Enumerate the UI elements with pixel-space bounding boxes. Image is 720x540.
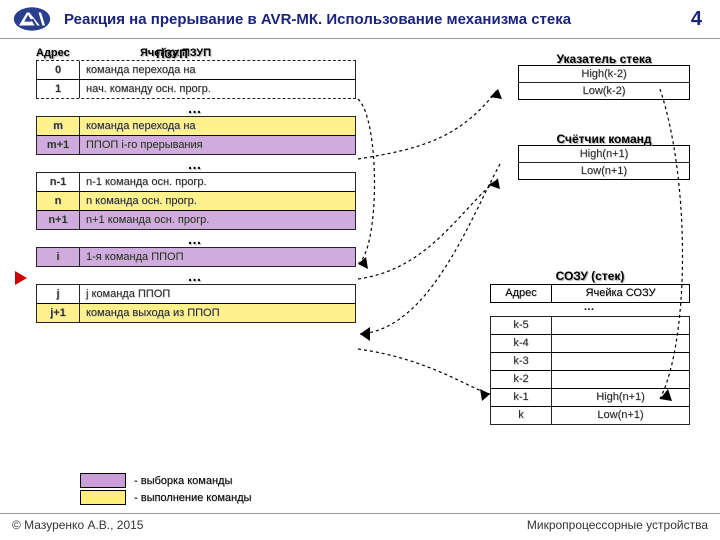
memory-cmd: ППОП i-го прерывания	[80, 136, 355, 154]
sozu-addr: k-2	[491, 371, 552, 388]
sozu-row: k-4	[490, 334, 690, 353]
sozu-addr: k-1	[491, 389, 552, 406]
memory-cmd: команда перехода на	[80, 117, 355, 135]
cc-cell: Low(n+1)	[519, 163, 689, 179]
memory-table: ПЗУП 0команда перехода на1нач. команду о…	[36, 61, 356, 323]
memory-ellipsis: …	[36, 99, 356, 117]
memory-row: 0команда перехода на	[36, 60, 356, 80]
sozu-cell	[552, 317, 689, 334]
memory-addr: n	[37, 192, 80, 210]
sozu-head-cell: Ячейка СОЗУ	[552, 285, 689, 302]
sozu-addr: k	[491, 407, 552, 424]
memory-cmd: n команда осн. прогр.	[80, 192, 355, 210]
sozu-row: k-5	[490, 316, 690, 335]
memory-cmd: j команда ППОП	[80, 285, 355, 303]
memory-addr: 0	[37, 61, 80, 79]
sozu-row: k-3	[490, 352, 690, 371]
cc-title: Счётчик команд	[519, 132, 689, 146]
sp-title: Указатель стека	[519, 52, 689, 66]
memory-row: n-1n-1 команда осн. прогр.	[36, 172, 356, 192]
logo-icon	[12, 6, 52, 32]
sozu-cell	[552, 353, 689, 370]
memory-cmd: 1-я команда ППОП	[80, 248, 355, 266]
legend: - выборка команды - выполнение команды	[80, 471, 251, 507]
memory-addr: m	[37, 117, 80, 135]
memory-cmd: n-1 команда осн. прогр.	[80, 173, 355, 191]
sozu-row: k-1High(n+1)	[490, 388, 690, 407]
legend-exec-swatch	[80, 490, 126, 505]
memory-title: ПЗУП	[156, 47, 188, 61]
memory-addr: i	[37, 248, 80, 266]
stack-pointer-box: Указатель стека High(k-2)Low(k-2)	[518, 65, 690, 100]
memory-row: n+1n+1 команда осн. прогр.	[36, 210, 356, 230]
memory-addr: n+1	[37, 211, 80, 229]
memory-addr: j+1	[37, 304, 80, 322]
memory-ellipsis: …	[36, 155, 356, 173]
page-number: 4	[691, 8, 702, 31]
memory-row: m+1ППОП i-го прерывания	[36, 135, 356, 155]
memory-cmd: команда выхода из ППОП	[80, 304, 355, 322]
sozu-cell	[552, 371, 689, 388]
sozu-cell	[552, 335, 689, 352]
sozu-title: СОЗУ (стек)	[490, 269, 690, 283]
memory-row: 1нач. команду осн. прогр.	[36, 79, 356, 99]
memory-row: mкоманда перехода на	[36, 116, 356, 136]
sozu-ellipsis: …	[490, 303, 690, 317]
sozu-table: СОЗУ (стек) Адрес Ячейка СОЗУ … k-5k-4k-…	[490, 269, 690, 425]
footer-left: © Мазуренко А.В., 2015	[12, 518, 143, 532]
sozu-addr: k-5	[491, 317, 552, 334]
memory-cmd: команда перехода на	[80, 61, 355, 79]
sozu-cell: High(n+1)	[552, 389, 689, 406]
memory-ellipsis: …	[36, 230, 356, 248]
sozu-row: k-2	[490, 370, 690, 389]
sozu-addr: k-3	[491, 353, 552, 370]
legend-fetch-swatch	[80, 473, 126, 488]
sp-cell: Low(k-2)	[519, 83, 689, 99]
sozu-head-addr: Адрес	[491, 285, 552, 302]
cc-row: Low(n+1)	[519, 162, 689, 179]
sp-row: Low(k-2)	[519, 82, 689, 99]
memory-addr: j	[37, 285, 80, 303]
cc-cell: High(n+1)	[519, 146, 689, 162]
command-counter-box: Счётчик команд High(n+1)Low(n+1)	[518, 145, 690, 180]
current-pointer-icon	[15, 271, 27, 285]
page-title: Реакция на прерывание в AVR-МК. Использо…	[64, 11, 691, 28]
memory-addr: 1	[37, 80, 80, 98]
footer-right: Микропроцессорные устройства	[527, 518, 708, 532]
cc-row: High(n+1)	[519, 146, 689, 162]
legend-fetch-label: - выборка команды	[134, 475, 232, 487]
memory-ellipsis: …	[36, 267, 356, 285]
memory-row: nn команда осн. прогр.	[36, 191, 356, 211]
memory-row: i1-я команда ППОП	[36, 247, 356, 267]
col-header-addr: Адрес	[36, 47, 70, 59]
memory-addr: n-1	[37, 173, 80, 191]
sp-row: High(k-2)	[519, 66, 689, 82]
memory-row: jj команда ППОП	[36, 284, 356, 304]
diagram-area: Адрес Ячейка ПЗУП ПЗУП 0команда перехода…	[0, 39, 720, 515]
memory-addr: m+1	[37, 136, 80, 154]
sozu-addr: k-4	[491, 335, 552, 352]
legend-exec-label: - выполнение команды	[134, 492, 251, 504]
sozu-cell: Low(n+1)	[552, 407, 689, 424]
memory-row: j+1команда выхода из ППОП	[36, 303, 356, 323]
sozu-row: kLow(n+1)	[490, 406, 690, 425]
sp-cell: High(k-2)	[519, 66, 689, 82]
memory-cmd: n+1 команда осн. прогр.	[80, 211, 355, 229]
memory-cmd: нач. команду осн. прогр.	[80, 80, 355, 98]
